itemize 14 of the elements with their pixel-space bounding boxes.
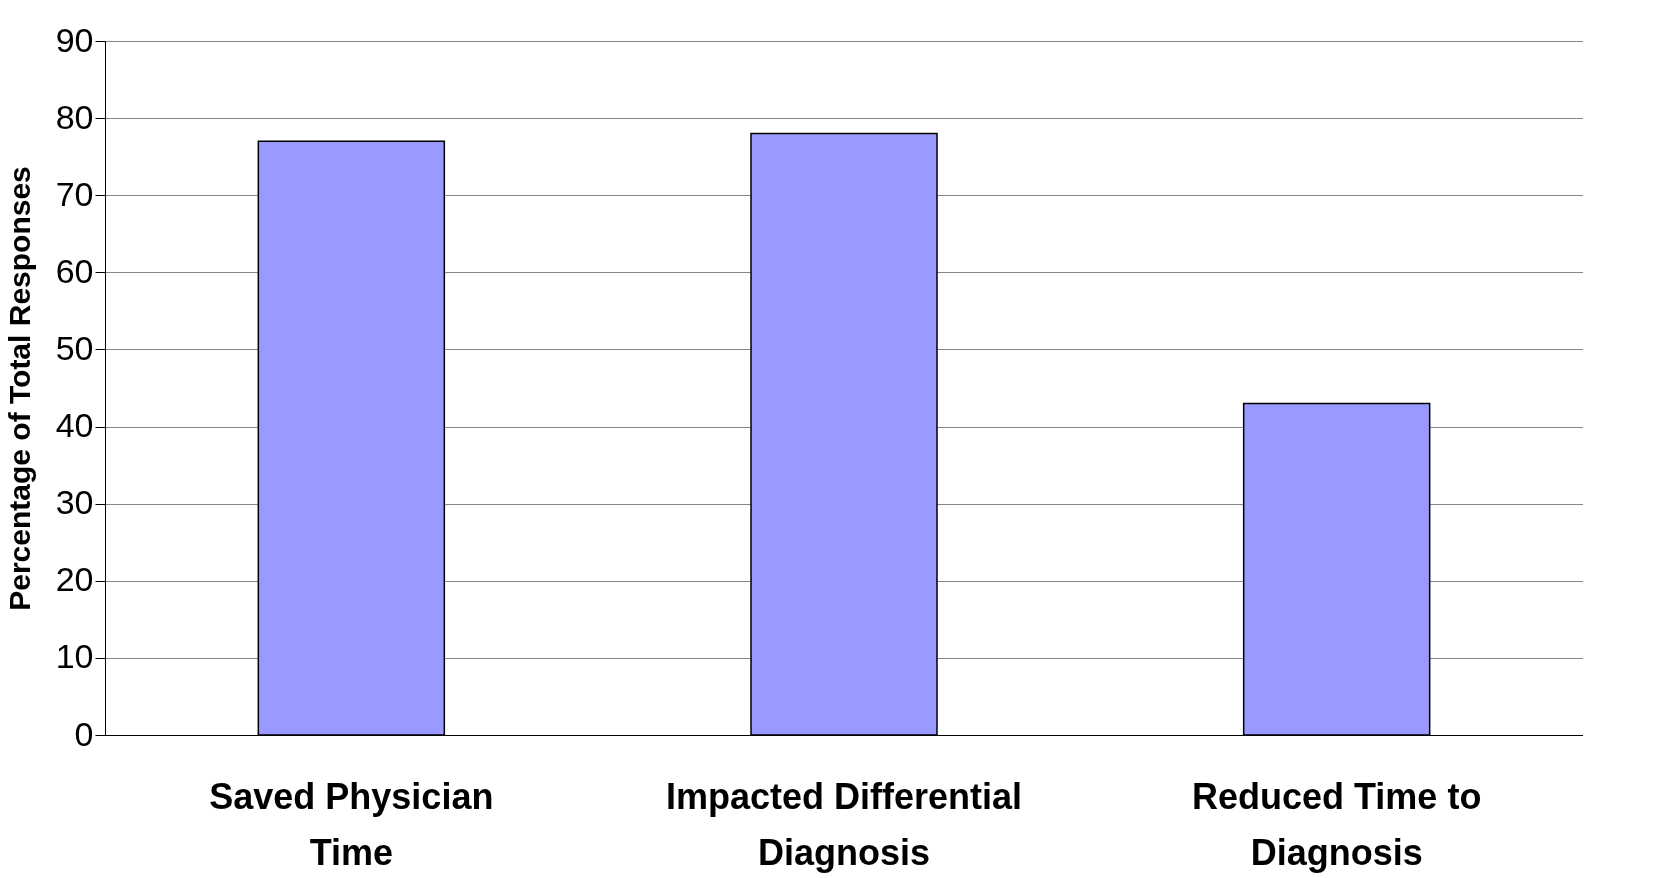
x-tick-label: Reduced Time to Diagnosis [1191,775,1482,873]
y-axis-title: Percentage of Total Responses [2,166,36,611]
y-tick-label: 30 [55,483,94,522]
y-tick-label: 40 [55,406,94,445]
y-tick-label: 10 [55,637,94,676]
y-tick-label: 70 [55,174,94,213]
y-tick-label: 90 [55,20,94,59]
x-tick-label: Saved Physician Time [209,775,494,873]
y-tick-label: 80 [55,97,94,136]
y-tick-label: 60 [55,251,94,290]
y-tick-label: 0 [74,714,94,753]
y-tick-label: 20 [55,560,94,599]
y-tick-label: 50 [55,328,94,367]
x-tick-label: Impacted Differential Diagnosis [665,775,1023,873]
